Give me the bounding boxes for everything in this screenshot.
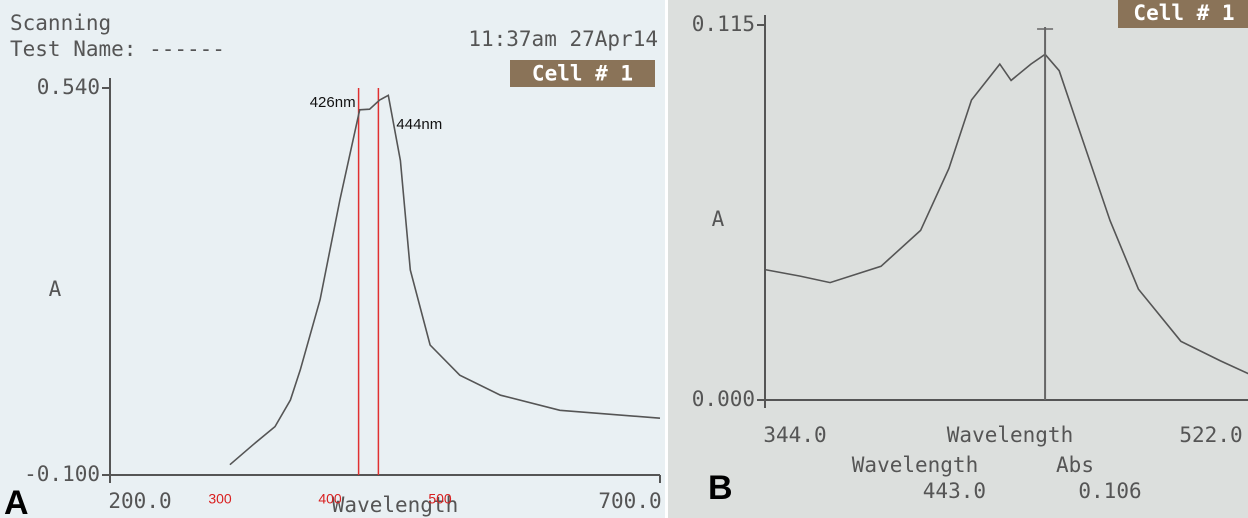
y-tick-label: -0.100 [24, 462, 100, 486]
wavelength-annotation: 400 [318, 491, 342, 507]
peak-label: 444nm [396, 116, 442, 133]
cell-label: Cell # 1 [1133, 1, 1234, 25]
readout-value: 0.106 [1078, 479, 1141, 503]
cell-box [510, 60, 655, 87]
spectrum-line [764, 53, 1248, 375]
cell-label: Cell # 1 [532, 62, 633, 86]
panel-label: B [708, 469, 733, 507]
x-tick-label: 344.0 [763, 423, 826, 447]
y-tick-label: 0.000 [692, 387, 755, 411]
readout-value: 443.0 [923, 479, 986, 503]
readout-header: Abs [1056, 453, 1094, 477]
y-tick-label: 0.540 [37, 75, 100, 99]
timestamp: 11:37am 27Apr14 [468, 27, 658, 51]
spectrum-line [229, 94, 661, 466]
x-axis-label: Wavelength [947, 423, 1073, 447]
title: Scanning [10, 11, 111, 35]
wavelength-annotation: 500 [428, 491, 452, 507]
readout-header: Wavelength [852, 453, 978, 477]
y-axis-label: A [712, 207, 725, 231]
panel-label: A [4, 484, 29, 518]
cell-box [1118, 0, 1248, 28]
y-axis-label: A [49, 277, 62, 301]
x-axis-label: Wavelength [332, 493, 458, 517]
x-tick-label: 700.0 [598, 489, 661, 513]
subtitle: Test Name: ------ [10, 37, 225, 61]
x-tick-label: 522.0 [1179, 423, 1242, 447]
x-tick-label: 200.0 [108, 489, 171, 513]
peak-label: 426nm [310, 94, 356, 111]
wavelength-annotation: 300 [208, 491, 232, 507]
y-tick-label: 0.115 [692, 12, 755, 36]
